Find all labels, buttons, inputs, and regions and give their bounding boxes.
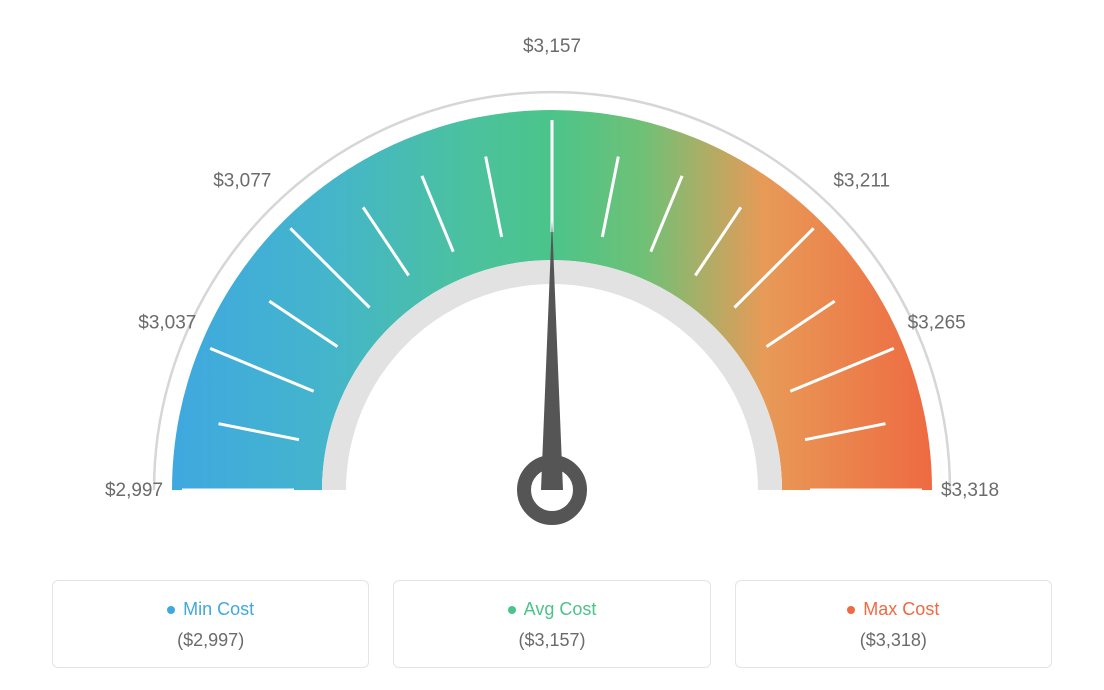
legend-value: ($3,318) [746,630,1041,651]
svg-text:$3,157: $3,157 [523,36,581,57]
dot-icon [847,606,855,614]
dot-icon [508,606,516,614]
legend-card-min: Min Cost ($2,997) [52,580,369,668]
svg-text:$2,997: $2,997 [105,480,163,501]
svg-text:$3,318: $3,318 [941,480,999,501]
legend-card-avg: Avg Cost ($3,157) [393,580,710,668]
svg-text:$3,265: $3,265 [908,312,966,333]
dot-icon [167,606,175,614]
legend-title-max: Max Cost [847,599,939,620]
gauge-svg: $2,997 $3,037 $3,077 $3,157 $3,211 $3,265 $3,3… [20,20,1084,560]
legend-title-min: Min Cost [167,599,254,620]
legend-label: Avg Cost [524,599,597,620]
svg-text:$3,211: $3,211 [833,170,890,191]
legend-label: Min Cost [183,599,254,620]
svg-text:$3,037: $3,037 [138,312,196,333]
legend-value: ($3,157) [404,630,699,651]
svg-text:$3,077: $3,077 [213,170,271,191]
gauge-chart: $2,997 $3,037 $3,077 $3,157 $3,211 $3,265 $3,3… [20,20,1084,560]
legend-title-avg: Avg Cost [508,599,597,620]
legend-label: Max Cost [863,599,939,620]
legend-card-max: Max Cost ($3,318) [735,580,1052,668]
legend-value: ($2,997) [63,630,358,651]
legend-row: Min Cost ($2,997) Avg Cost ($3,157) Max … [52,580,1052,668]
